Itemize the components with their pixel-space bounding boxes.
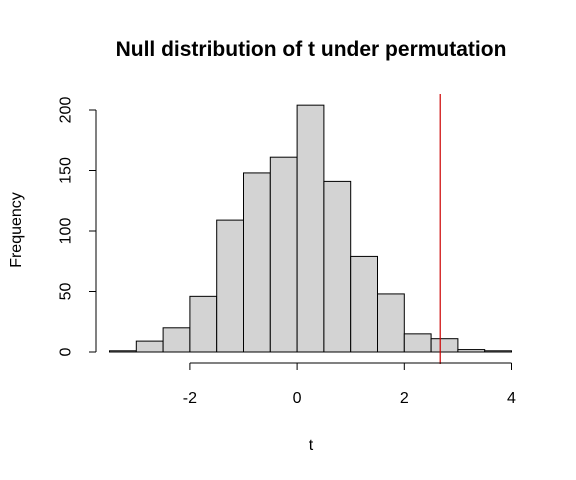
y-tick-label: 0 <box>58 347 75 356</box>
y-tick-label: 50 <box>58 283 75 301</box>
x-tick-label: 2 <box>400 390 409 407</box>
histogram-bar <box>324 181 351 352</box>
x-axis: -2 0 2 4 <box>183 363 516 407</box>
chart-title: Null distribution of t under permutation <box>116 38 507 61</box>
y-tick-label: 100 <box>58 218 75 245</box>
histogram-bar <box>190 296 217 352</box>
histogram-bar <box>378 294 405 352</box>
histogram-bar <box>297 105 324 352</box>
x-axis-label: t <box>309 437 314 454</box>
histogram-bar <box>217 220 244 352</box>
histogram-bar <box>485 351 512 352</box>
x-tick-label: 4 <box>507 390 516 407</box>
bars-group <box>110 105 512 352</box>
histogram-bar <box>110 351 137 352</box>
histogram-bar <box>136 341 163 352</box>
y-tick-label: 200 <box>58 97 75 124</box>
histogram-bar <box>163 328 190 352</box>
histogram-bar <box>270 157 297 352</box>
x-tick-label: 0 <box>293 390 302 407</box>
y-tick-label: 150 <box>58 157 75 184</box>
histogram-bar <box>404 334 431 352</box>
histogram-bar <box>458 350 485 352</box>
y-axis-label: Frequency <box>8 192 25 268</box>
histogram-bar <box>244 173 271 352</box>
y-axis: 0 50 100 150 200 <box>58 97 97 357</box>
histogram-bar <box>351 256 378 352</box>
x-tick-label: -2 <box>183 390 197 407</box>
histogram-bar <box>431 339 458 352</box>
